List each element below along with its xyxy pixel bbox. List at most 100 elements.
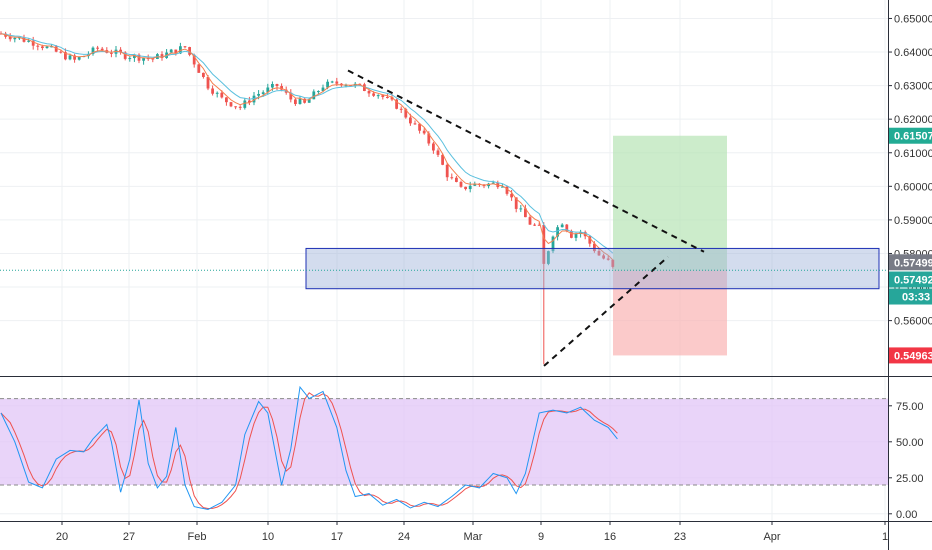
candle-body: [464, 186, 467, 190]
candle-body: [68, 55, 72, 60]
candle-body: [436, 150, 440, 155]
candle-body: [602, 255, 605, 259]
candle-body: [344, 85, 348, 87]
candle-body: [570, 230, 573, 238]
candle-body: [100, 48, 104, 51]
candle-body: [8, 36, 12, 40]
candle-body: [542, 224, 546, 264]
candle-body: [593, 243, 596, 252]
candle-body: [547, 251, 550, 264]
candle-body: [73, 55, 76, 60]
candle-body: [303, 98, 306, 103]
candle-body: [169, 49, 173, 53]
candle-body: [27, 40, 30, 42]
price-tag-bg: [889, 271, 932, 288]
candle-body: [372, 93, 375, 96]
price-tag-bg: [889, 254, 932, 271]
trendline-ascending[interactable]: [543, 256, 669, 367]
candle-body: [427, 133, 431, 144]
countdown-bg: [889, 288, 932, 305]
stoch-rsi-k-line: [0, 385, 618, 511]
time-tick-label: Feb: [188, 531, 207, 543]
price-tick-label: 0.60000: [894, 181, 932, 193]
candle-body: [533, 224, 536, 226]
candle-body: [197, 64, 201, 73]
candle-body: [13, 38, 17, 40]
candle-body: [280, 86, 283, 90]
candle-body: [326, 81, 329, 88]
candle-body: [294, 99, 297, 105]
candle-body: [252, 95, 256, 103]
stoch-rsi-d-line: [0, 392, 618, 510]
candle-body: [220, 92, 224, 98]
long-position-stop-zone[interactable]: [613, 270, 727, 356]
time-tick-label: 10: [262, 531, 274, 543]
candle-body: [376, 95, 380, 97]
candle-body: [501, 186, 504, 188]
candle-body: [275, 84, 279, 87]
candle-body: [36, 45, 40, 47]
candle-body: [588, 236, 592, 244]
candle-body: [399, 108, 403, 110]
candle-body: [312, 91, 316, 100]
price-tags: 0.61507 0.57499 0.57492 0.54963 03:33: [889, 127, 932, 364]
candle-body: [404, 109, 408, 118]
price-tick-label: 0.63000: [894, 81, 932, 93]
candle-body: [537, 224, 541, 226]
osc-tick-label: 75.00: [896, 401, 924, 413]
candle-body: [257, 93, 260, 96]
candle-body: [432, 143, 435, 151]
candle-body: [183, 46, 187, 48]
candle-body: [206, 76, 210, 89]
candle-body: [491, 182, 495, 184]
price-tick-label: 0.61000: [894, 148, 932, 160]
candle-body: [524, 208, 527, 218]
candle-body: [229, 102, 233, 107]
candle-body: [179, 46, 182, 54]
price-tick-label: 0.65000: [894, 13, 932, 25]
time-axis[interactable]: 20 27 Feb 10 17 24 Mar 9 16 23 Apr 1: [56, 521, 888, 543]
candle-body: [611, 259, 615, 267]
candle-body: [560, 224, 564, 228]
candle-body: [422, 130, 426, 134]
candle-body: [441, 154, 444, 165]
candle-body: [528, 217, 532, 225]
candle-body: [202, 72, 205, 77]
candle-body: [556, 227, 559, 237]
time-tick-label: 23: [674, 531, 686, 543]
candle-body: [41, 46, 44, 49]
candle-body: [261, 92, 265, 94]
support-zone-rectangle[interactable]: [305, 247, 880, 290]
candle-body: [390, 97, 394, 100]
candle-body: [266, 87, 270, 93]
moving-average-fast: [0, 33, 614, 254]
candle-body: [445, 164, 449, 178]
time-tick-label: 1: [882, 531, 888, 543]
time-tick-label: Mar: [464, 531, 483, 543]
candle-body: [551, 236, 555, 252]
candle-body: [381, 95, 385, 97]
candle-body: [505, 186, 509, 194]
price-tag-label: 0.54963: [894, 350, 932, 362]
oscillator-axis[interactable]: 75.00 50.00 25.00 0.00: [888, 401, 924, 521]
osc-tick-label: 25.00: [896, 473, 924, 485]
candle-body: [468, 185, 472, 190]
candle-body: [510, 193, 513, 198]
candle-body: [606, 258, 610, 260]
candle-body: [59, 51, 63, 53]
candle-body: [519, 208, 523, 210]
candle-body: [565, 224, 569, 231]
candle-body: [238, 106, 242, 108]
candle-body: [459, 181, 463, 187]
time-tick-label: 16: [604, 531, 616, 543]
candle-body: [473, 183, 477, 186]
trendline-descending[interactable]: [347, 69, 705, 253]
candle-body: [211, 88, 214, 94]
candle-body: [289, 92, 293, 100]
candle-body: [96, 47, 99, 49]
moving-average-slow: [0, 33, 614, 261]
candle-body: [271, 84, 274, 88]
candle-body: [77, 56, 81, 60]
candle-body: [321, 87, 325, 92]
